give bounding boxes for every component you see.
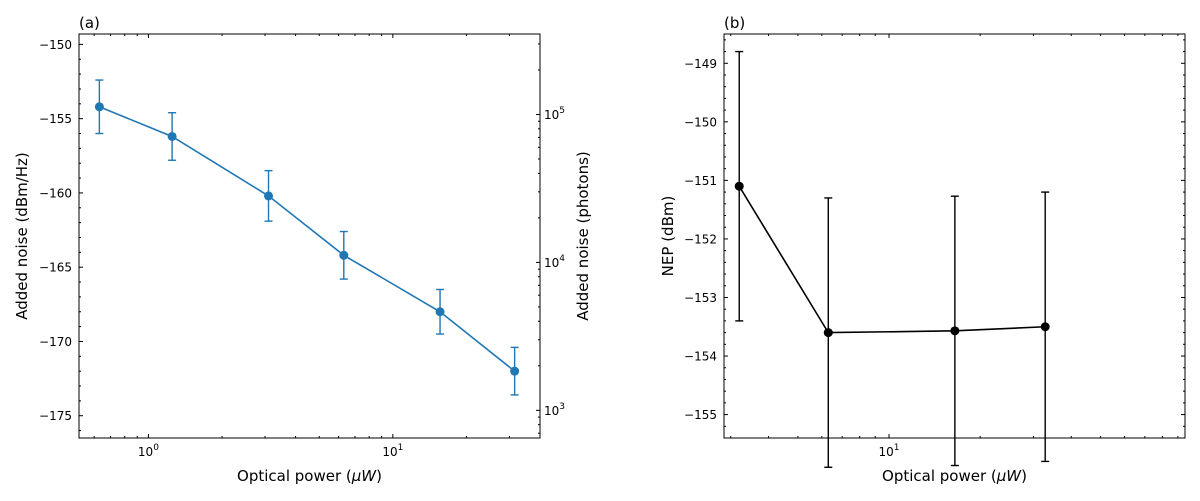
panel-b: (b) 101 −149 −150 −151 −152 −153 −154 −155 Opti…: [659, 14, 1186, 485]
y-tick-label: −155: [39, 112, 72, 126]
data-point: [510, 366, 520, 376]
series-line: [99, 106, 516, 372]
panel-a-x-axis-title: Optical power (μW): [237, 467, 382, 485]
y-tick-label: −160: [39, 186, 72, 200]
data-point: [94, 102, 104, 112]
panel-b-y-axis-title: NEP (dBm): [659, 196, 677, 277]
y-tick-label: −151: [684, 174, 717, 188]
panel-a-y-axis-title: Added noise (dBm/Hz): [13, 152, 31, 320]
data-point: [264, 191, 274, 201]
data-point: [823, 328, 833, 338]
data-point: [339, 250, 349, 260]
x-tick-label: 101: [879, 443, 900, 459]
x-tick-label: 100: [138, 443, 159, 459]
y-tick-label: −150: [684, 115, 717, 129]
panel-a-plot-area: 100 101 −150 −155 −160 −165 −170 −175 103 104 105: [39, 34, 565, 459]
panel-a: (a) 100 101 −150 −155 −160 −165 −170 −175 103 104…: [13, 14, 592, 485]
y-tick-label: −154: [684, 350, 717, 364]
panel-b-frame: [723, 33, 1186, 439]
y-tick-label: −170: [39, 335, 72, 349]
x-tick-label: 101: [382, 443, 403, 459]
y-tick-label: −155: [684, 408, 717, 422]
data-point: [167, 131, 177, 141]
data-point: [1040, 322, 1050, 332]
data-point: [734, 181, 744, 191]
y-right-tick-label: 104: [544, 254, 565, 270]
data-point: [950, 326, 960, 336]
y-tick-label: −165: [39, 261, 72, 275]
panel-b-x-axis-title: Optical power (μW): [882, 467, 1027, 485]
panel-a-frame: [78, 33, 541, 439]
data-point: [435, 307, 445, 317]
panel-b-plot-area: 101 −149 −150 −151 −152 −153 −154 −155: [684, 34, 1185, 468]
panel-b-label: (b): [724, 14, 745, 32]
panel-a-y-axis-right-title: Added noise (photons): [574, 151, 592, 321]
panel-a-label: (a): [79, 14, 100, 32]
y-tick-label: −153: [684, 291, 717, 305]
series-line: [738, 185, 1046, 334]
y-right-tick-label: 105: [544, 106, 565, 122]
y-tick-label: −150: [39, 38, 72, 52]
y-tick-label: −149: [684, 57, 717, 71]
y-tick-label: −175: [39, 409, 72, 423]
y-right-tick-label: 103: [544, 402, 565, 418]
y-tick-label: −152: [684, 232, 717, 246]
